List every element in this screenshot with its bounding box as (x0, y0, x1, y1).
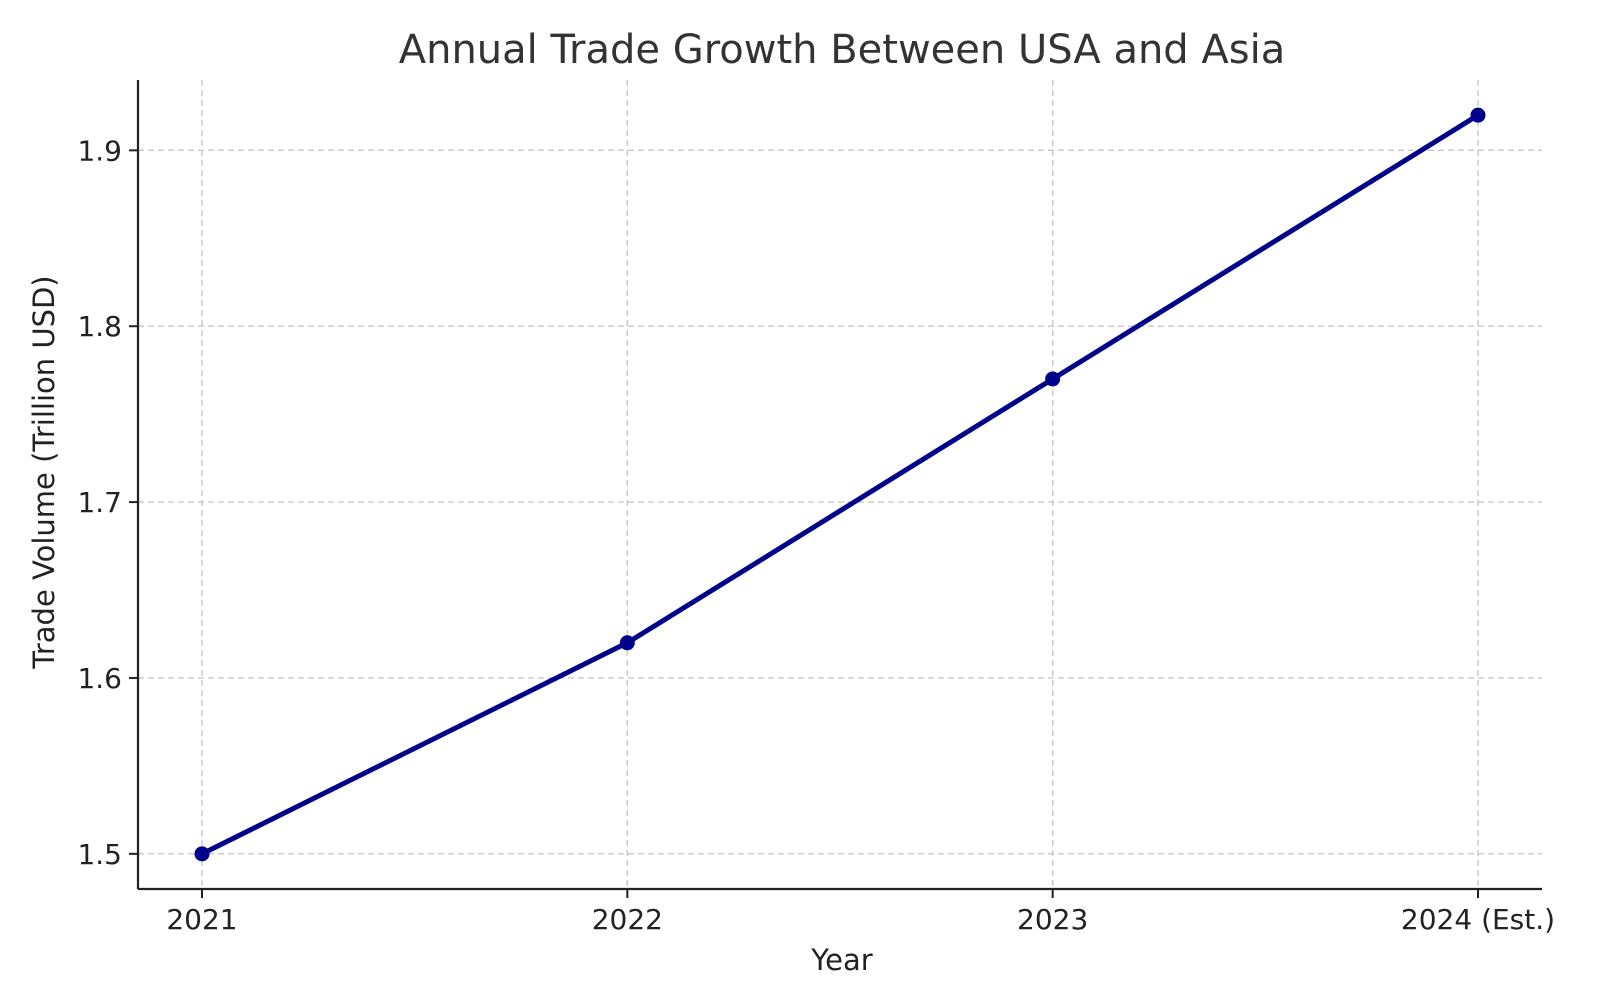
y-axis-label: Trade Volume (Trillion USD) (27, 275, 61, 669)
data-point (1470, 107, 1486, 123)
y-tick-label: 1.8 (77, 310, 122, 343)
axes (136, 80, 1542, 891)
y-tick-label: 1.9 (77, 134, 122, 167)
x-tick-label: 2023 (1017, 903, 1088, 936)
tick-labels: 1.5 1.6 1.7 1.8 1.9 2021 2022 2023 2024 (Est.) (77, 134, 1555, 936)
x-tick-label: 2021 (166, 903, 237, 936)
data-point (194, 846, 210, 862)
data-point (619, 635, 635, 651)
y-tick-label: 1.5 (77, 838, 122, 871)
y-tick-label: 1.6 (77, 662, 122, 695)
x-tick-label: 2022 (592, 903, 663, 936)
y-tick-label: 1.7 (77, 486, 122, 519)
data-point (1045, 371, 1061, 387)
x-tick-label: 2024 (Est.) (1401, 903, 1555, 936)
chart-title: Annual Trade Growth Between USA and Asia (399, 27, 1286, 73)
tick-marks (129, 149, 1479, 898)
series-layer (194, 107, 1486, 862)
grid-lines (138, 80, 1542, 889)
series-line (199, 112, 1481, 857)
x-axis-label: Year (810, 943, 872, 977)
